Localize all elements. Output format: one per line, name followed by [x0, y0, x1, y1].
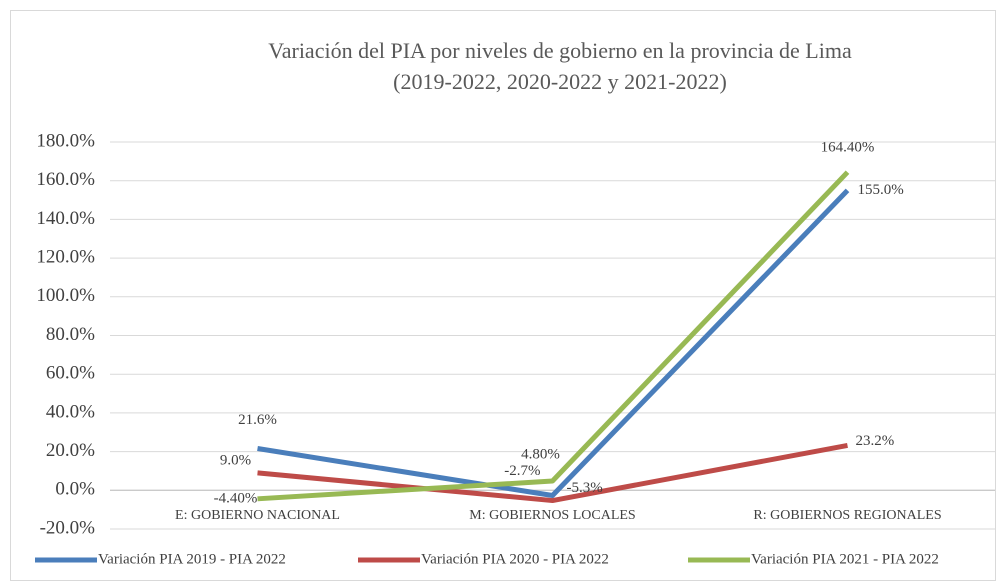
data-label: -4.40% [214, 490, 258, 506]
y-tick-label: 180.0% [36, 130, 95, 151]
y-tick-label: 80.0% [46, 324, 95, 345]
x-tick-label: E: GOBIERNO NACIONAL [175, 508, 340, 523]
x-tick-label: M: GOBIERNOS LOCALES [469, 508, 635, 523]
y-tick-label: 100.0% [36, 285, 95, 306]
data-label: 155.0% [858, 182, 904, 198]
x-tick-label: R: GOBIERNOS REGIONALES [753, 508, 941, 523]
chart-title: (2019-2022, 2020-2022 y 2021-2022) [393, 69, 727, 94]
y-tick-label: 0.0% [55, 479, 95, 500]
series-line [257, 442, 848, 504]
data-label: -5.3% [567, 480, 603, 496]
legend-label: Variación PIA 2020 - PIA 2022 [421, 551, 609, 567]
y-tick-label: 160.0% [36, 169, 95, 190]
data-label: 21.6% [238, 412, 277, 428]
series-line [257, 170, 850, 502]
data-label: 4.80% [521, 446, 560, 462]
y-tick-label: 40.0% [46, 401, 95, 422]
data-label: -2.7% [504, 463, 540, 479]
data-label: 164.40% [821, 140, 875, 156]
series-line [257, 188, 850, 499]
chart-title: Variación del PIA por niveles de gobiern… [268, 38, 852, 63]
data-label: 9.0% [220, 452, 251, 468]
legend-label: Variación PIA 2019 - PIA 2022 [98, 551, 286, 567]
legend-label: Variación PIA 2021 - PIA 2022 [751, 551, 939, 567]
y-tick-label: 140.0% [36, 208, 95, 229]
y-tick-label: -20.0% [40, 517, 96, 538]
y-tick-label: 20.0% [46, 440, 95, 461]
y-tick-label: 120.0% [36, 246, 95, 267]
y-tick-label: 60.0% [46, 363, 95, 384]
data-label: 23.2% [856, 433, 895, 449]
